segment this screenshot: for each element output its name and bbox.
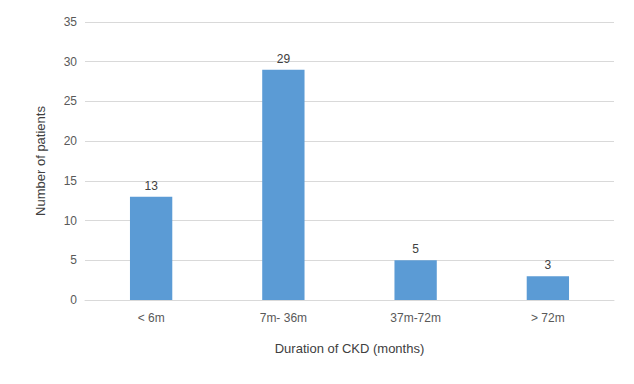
svg-text:< 6m: < 6m [138, 311, 165, 325]
svg-text:37m-72m: 37m-72m [390, 311, 441, 325]
svg-text:> 72m: > 72m [531, 311, 565, 325]
svg-text:Number of patients: Number of patients [33, 106, 48, 216]
svg-text:5: 5 [412, 242, 419, 256]
svg-text:5: 5 [70, 253, 77, 267]
svg-text:20: 20 [64, 134, 78, 148]
svg-text:30: 30 [64, 55, 78, 69]
svg-text:3: 3 [545, 258, 552, 272]
svg-text:25: 25 [64, 94, 78, 108]
svg-text:7m- 36m: 7m- 36m [260, 311, 307, 325]
svg-text:35: 35 [64, 15, 78, 29]
svg-text:13: 13 [144, 179, 158, 193]
svg-text:29: 29 [277, 52, 291, 66]
svg-text:15: 15 [64, 174, 78, 188]
svg-text:0: 0 [70, 293, 77, 307]
svg-text:10: 10 [64, 214, 78, 228]
svg-text:Duration of CKD (months): Duration of CKD (months) [275, 341, 425, 356]
